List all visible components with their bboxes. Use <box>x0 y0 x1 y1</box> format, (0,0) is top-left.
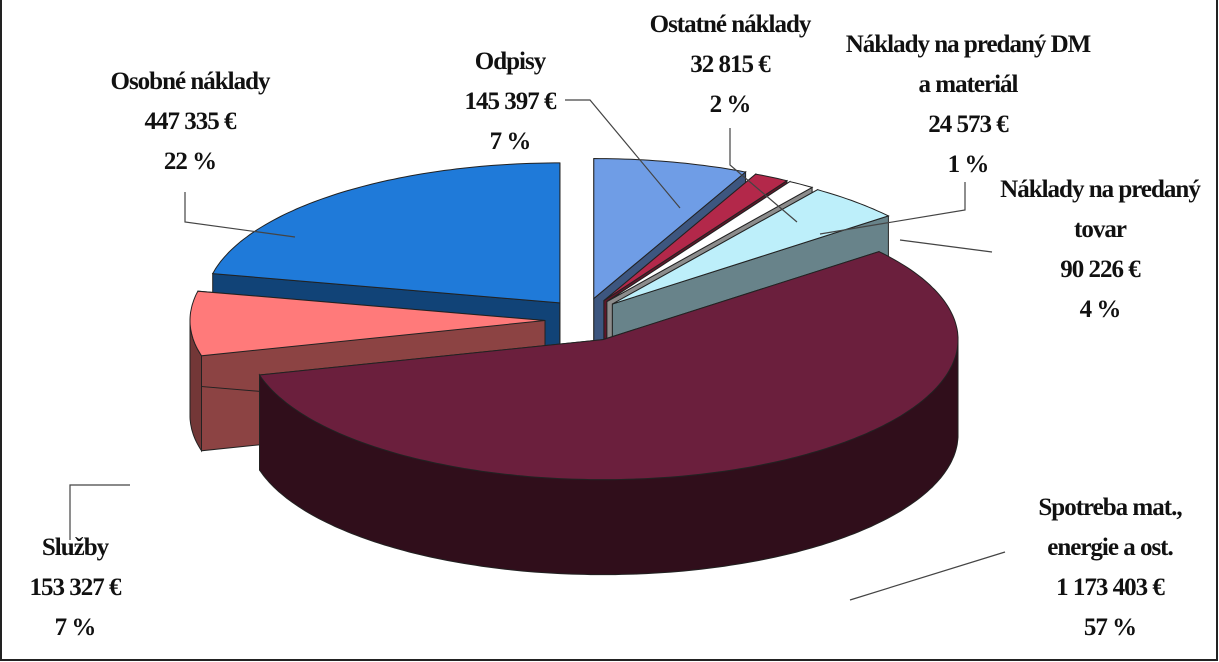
slice-label: Služby 153 327 € 7 % <box>0 528 150 648</box>
slice <box>258 251 959 481</box>
label-value: 145 397 € <box>464 88 557 115</box>
leader-line <box>899 239 993 253</box>
slice-label: Odpisy 145 397 € 7 % <box>425 42 595 162</box>
leader-line <box>849 551 1006 601</box>
label-name: Osobné náklady <box>110 68 271 95</box>
leader-line <box>69 484 130 540</box>
slices <box>189 157 959 576</box>
slice <box>211 162 561 304</box>
label-name: Ostatné náklady <box>649 11 812 38</box>
label-percent: 22 % <box>163 148 217 175</box>
label-value: 1 173 403 € <box>1056 574 1165 601</box>
label-percent: 4 % <box>1079 296 1122 323</box>
label-value: 90 226 € <box>1060 256 1141 283</box>
label-value: 32 815 € <box>690 51 771 78</box>
slice <box>189 290 546 357</box>
label-name: Náklady na predaný DM a materiál <box>845 31 1092 98</box>
slice <box>606 181 814 303</box>
slice-label: Náklady na predaný DM a materiál 24 573 €… <box>843 25 1093 185</box>
leader-line <box>565 99 681 209</box>
leader-lines <box>69 99 1006 601</box>
slice-label: Náklady na predaný tovar 90 226 € 4 % <box>980 170 1219 330</box>
slice-label: Osobné náklady 447 335 € 22 % <box>75 62 305 182</box>
label-name: Náklady na predaný tovar <box>1000 176 1201 243</box>
label-name: Spotreba mat., energie a ost. <box>1038 494 1182 561</box>
slice <box>612 189 890 305</box>
label-value: 153 327 € <box>29 574 122 601</box>
label-percent: 7 % <box>489 128 532 155</box>
label-percent: 57 % <box>1083 614 1137 641</box>
label-name: Služby <box>41 534 109 561</box>
label-value: 447 335 € <box>144 108 237 135</box>
leader-line <box>729 128 798 223</box>
label-percent: 2 % <box>709 91 752 118</box>
slice-label: Ostatné náklady 32 815 € 2 % <box>615 5 845 125</box>
label-percent: 7 % <box>54 614 97 641</box>
slice <box>593 157 747 300</box>
slice <box>603 173 789 302</box>
leader-line <box>819 182 966 235</box>
label-name: Odpisy <box>474 48 546 75</box>
slice-label: Spotreba mat., energie a ost. 1 173 403 €… <box>1003 488 1218 648</box>
label-percent: 1 % <box>947 151 990 178</box>
label-value: 24 573 € <box>928 111 1009 138</box>
leader-line <box>184 192 296 238</box>
